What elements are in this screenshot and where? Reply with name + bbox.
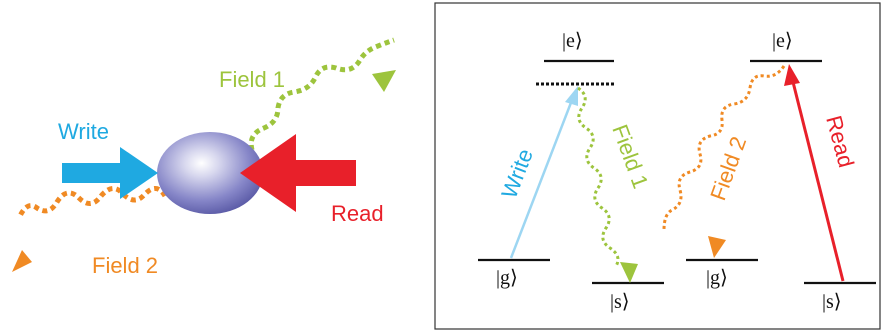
label-e-right: |e⟩	[772, 30, 793, 52]
label-g-right: |g⟩	[706, 267, 728, 289]
label-e-left: |e⟩	[562, 30, 583, 52]
field1-transition-wave	[577, 86, 620, 267]
right-panel-frame	[434, 2, 881, 330]
field2-arrowhead-left	[12, 250, 32, 272]
right-panel: |e⟩ |g⟩ |s⟩ Write Field 1 |e⟩ |g⟩ |s⟩ Re…	[434, 2, 881, 330]
field1-label: Field 1	[219, 67, 285, 92]
field2-transition-arrowhead	[708, 236, 726, 258]
read-transition-arrow	[791, 81, 845, 282]
read-label: Read	[331, 201, 384, 226]
label-g-left: |g⟩	[496, 267, 518, 289]
field2-wave-left	[16, 186, 168, 220]
field2-label: Field 2	[92, 253, 158, 278]
read-arrow	[240, 134, 356, 212]
label-s-right: |s⟩	[822, 291, 842, 313]
read-transition-arrowhead	[784, 64, 800, 86]
write-label: Write	[58, 119, 109, 144]
field1-arrowhead-left	[372, 70, 396, 92]
left-panel: Write Read Field 1 Field 2	[12, 37, 396, 278]
label-s-left: |s⟩	[610, 291, 630, 313]
field1-transition-arrowhead	[620, 262, 638, 283]
write-transition-arrowhead	[565, 86, 578, 106]
field1-wave-left	[248, 37, 395, 151]
field2-transition-wave	[662, 65, 786, 231]
atom-ensemble	[157, 132, 263, 214]
write-transition-arrow	[509, 99, 574, 259]
write-arrow	[62, 147, 158, 199]
